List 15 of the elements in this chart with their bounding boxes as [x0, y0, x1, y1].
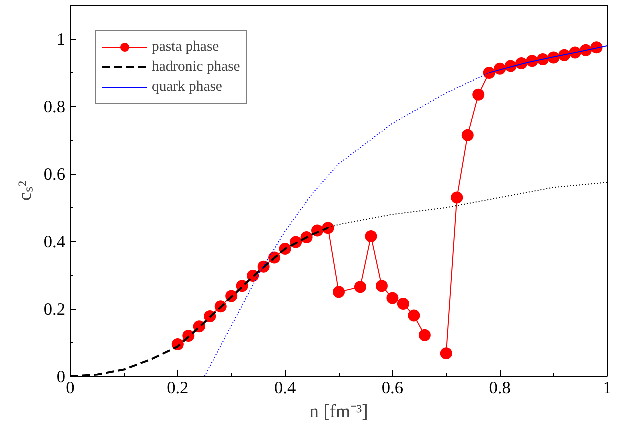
x-tick-label: 0.8: [489, 378, 511, 398]
x-tick-label: 0.2: [167, 378, 189, 398]
y-tick-label: 1: [56, 30, 66, 50]
x-tick-label: 0.6: [382, 378, 404, 398]
legend-label: hadronic phase: [152, 58, 240, 76]
x-tick-label: 0.4: [274, 378, 296, 398]
y-tick-label: 0.2: [44, 300, 66, 320]
y-tick-label: 0.6: [44, 165, 66, 184]
legend-label: pasta phase: [152, 38, 220, 56]
x-tick-label: 1: [603, 378, 612, 398]
y-tick-label: 0.4: [44, 232, 66, 252]
y-axis-title: cₛ²: [14, 180, 36, 201]
y-tick-label: 0.8: [44, 98, 66, 117]
x-axis-title: n [fm⁻³]: [310, 402, 368, 422]
legend-label: quark phase: [152, 78, 222, 96]
